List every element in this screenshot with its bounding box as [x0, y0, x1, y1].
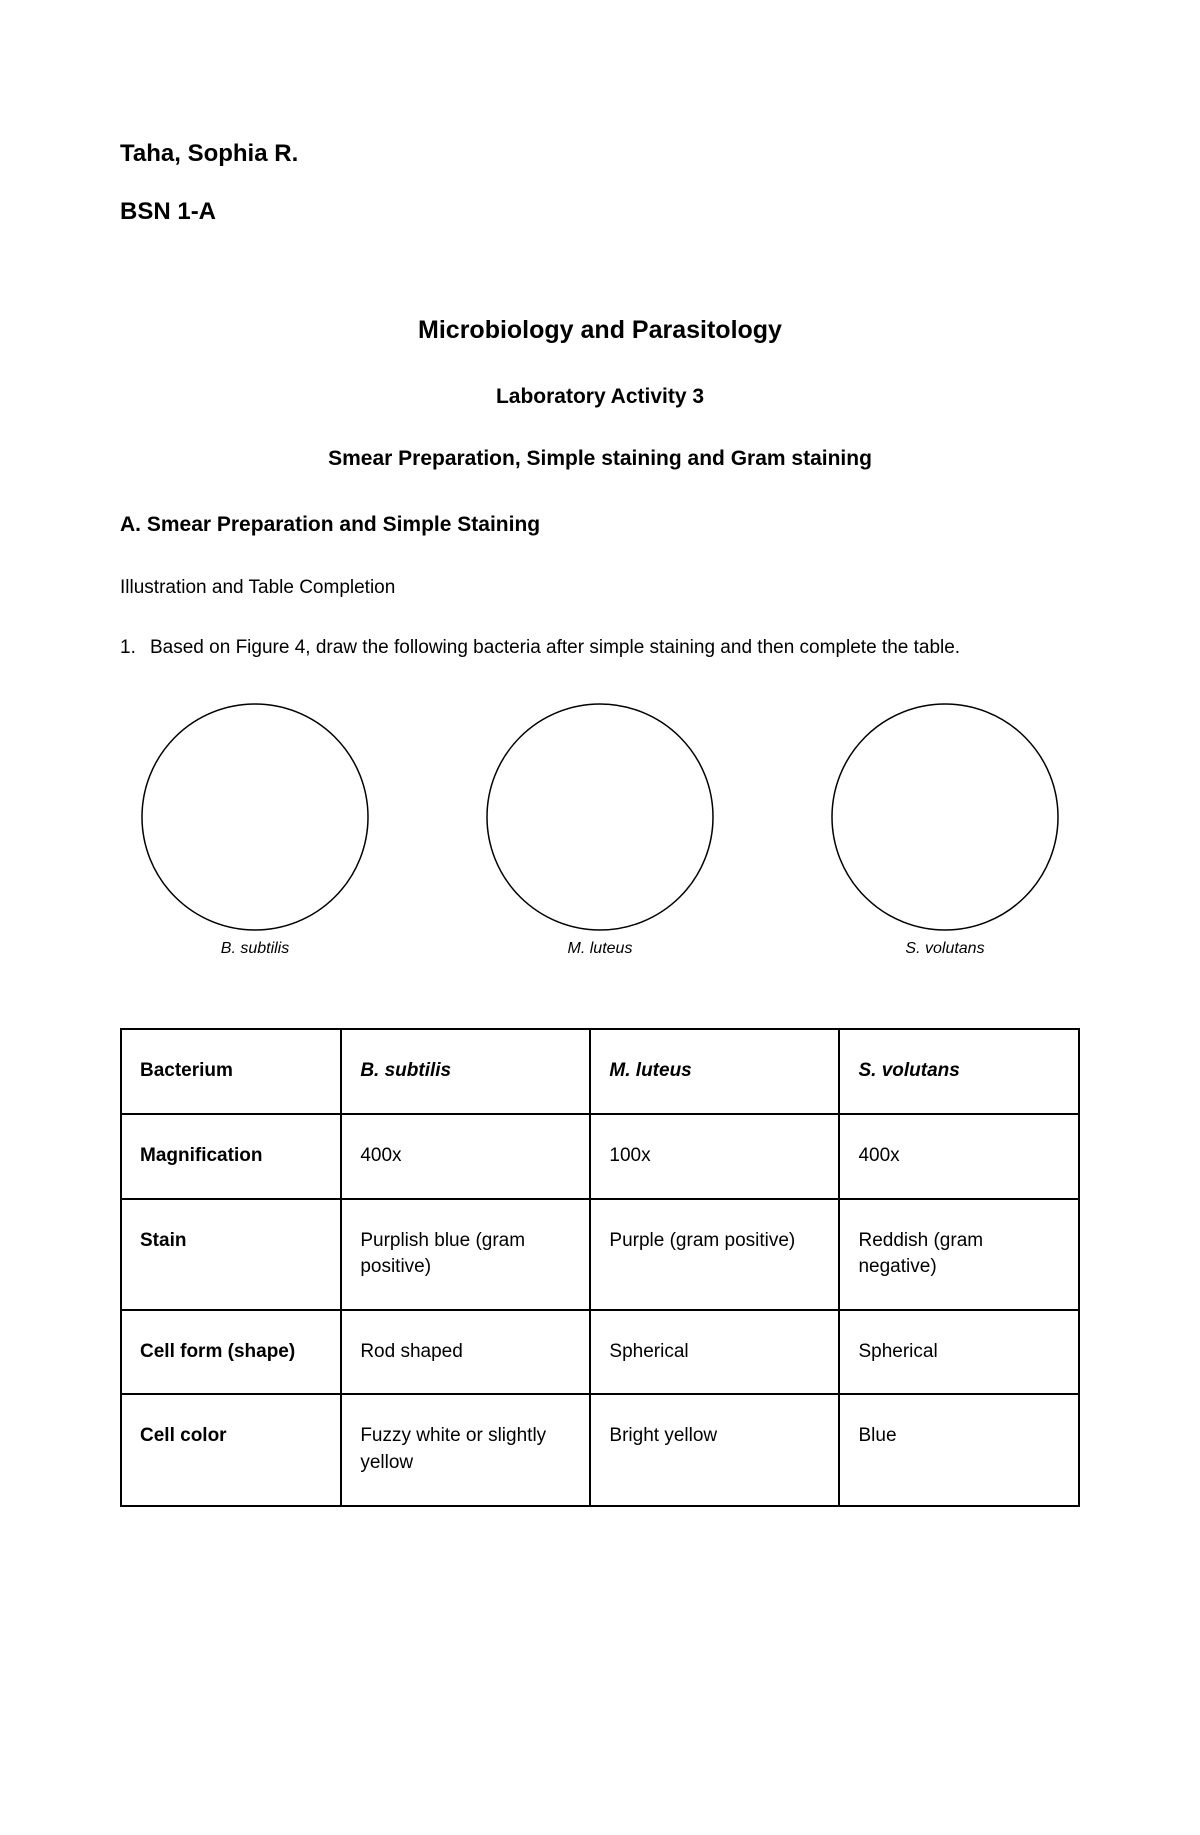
circle-icon: [485, 702, 715, 932]
course-title: Microbiology and Parasitology: [120, 316, 1080, 345]
specimen-caption: M. luteus: [568, 940, 633, 958]
results-table: Bacterium B. subtilis M. luteus S. volut…: [120, 1028, 1080, 1506]
table-header-row: Bacterium B. subtilis M. luteus S. volut…: [121, 1029, 1079, 1114]
table-row-label: Magnification: [121, 1114, 341, 1199]
table-cell: 400x: [341, 1114, 590, 1199]
document-page: Taha, Sophia R. BSN 1-A Microbiology and…: [0, 0, 1200, 1835]
table-cell: Blue: [839, 1394, 1079, 1505]
table-cell: Spherical: [839, 1310, 1079, 1395]
table-row-label: Cell color: [121, 1394, 341, 1505]
table-header-cell: M. luteus: [590, 1029, 839, 1114]
section-heading: A. Smear Preparation and Simple Staining: [120, 513, 1080, 537]
table-row-label: Cell form (shape): [121, 1310, 341, 1395]
table-row: Cell color Fuzzy white or slightly yello…: [121, 1394, 1079, 1505]
circle-icon: [140, 702, 370, 932]
student-class: BSN 1-A: [120, 198, 1080, 226]
table-cell: 100x: [590, 1114, 839, 1199]
instruction-number: 1.: [120, 633, 150, 662]
table-row: Magnification 400x 100x 400x: [121, 1114, 1079, 1199]
section-subheading: Illustration and Table Completion: [120, 577, 1080, 599]
table-cell: 400x: [839, 1114, 1079, 1199]
table-row: Cell form (shape) Rod shaped Spherical S…: [121, 1310, 1079, 1395]
table-header-cell: Bacterium: [121, 1029, 341, 1114]
specimen-circle: B. subtilis: [140, 702, 370, 958]
specimen-caption: S. volutans: [905, 940, 984, 958]
table-cell: Fuzzy white or slightly yellow: [341, 1394, 590, 1505]
table-cell: Rod shaped: [341, 1310, 590, 1395]
instruction-item: 1.Based on Figure 4, draw the following …: [120, 633, 1080, 662]
table-row-label: Stain: [121, 1199, 341, 1310]
activity-number: Laboratory Activity 3: [120, 385, 1080, 409]
circle-icon: [830, 702, 1060, 932]
student-name: Taha, Sophia R.: [120, 140, 1080, 168]
table-header-cell: B. subtilis: [341, 1029, 590, 1114]
table-header-cell: S. volutans: [839, 1029, 1079, 1114]
table-cell: Spherical: [590, 1310, 839, 1395]
specimen-circles-row: B. subtilis M. luteus S. volutans: [140, 702, 1060, 958]
instruction-text: Based on Figure 4, draw the following ba…: [150, 637, 960, 658]
table-cell: Reddish (gram negative): [839, 1199, 1079, 1310]
activity-subject: Smear Preparation, Simple staining and G…: [120, 447, 1080, 471]
table-cell: Purplish blue (gram positive): [341, 1199, 590, 1310]
specimen-caption: B. subtilis: [221, 940, 289, 958]
table-cell: Bright yellow: [590, 1394, 839, 1505]
specimen-circle: M. luteus: [485, 702, 715, 958]
specimen-circle: S. volutans: [830, 702, 1060, 958]
table-cell: Purple (gram positive): [590, 1199, 839, 1310]
table-row: Stain Purplish blue (gram positive) Purp…: [121, 1199, 1079, 1310]
